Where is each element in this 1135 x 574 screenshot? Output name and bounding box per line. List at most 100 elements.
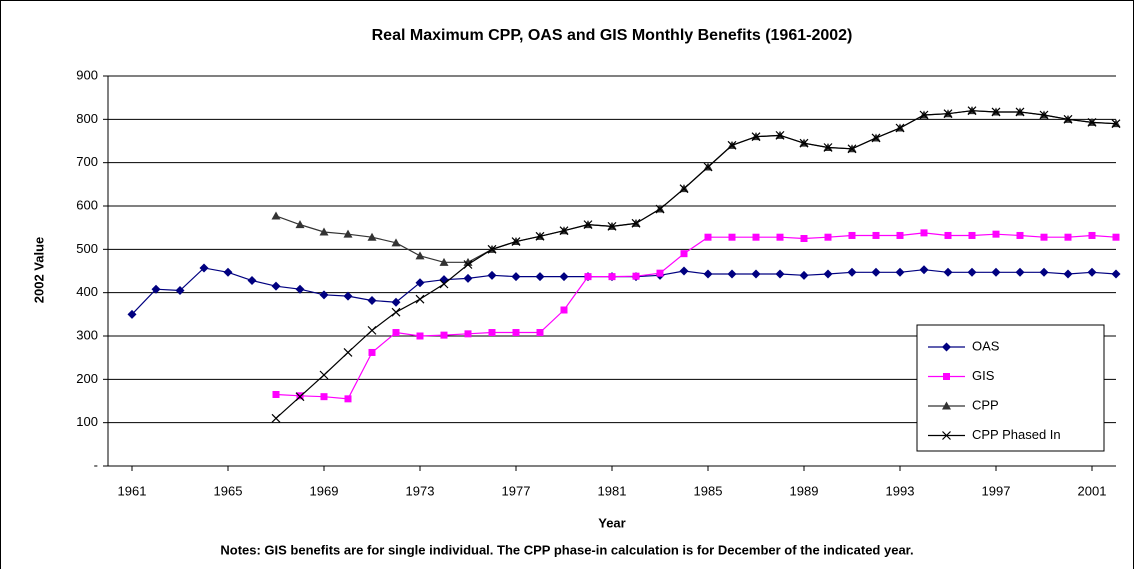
marker bbox=[487, 270, 497, 280]
y-tick-label: 300 bbox=[76, 327, 98, 342]
marker bbox=[991, 107, 1001, 117]
marker bbox=[295, 392, 305, 402]
marker bbox=[943, 267, 953, 277]
marker bbox=[920, 229, 928, 237]
marker bbox=[1015, 107, 1025, 117]
marker bbox=[703, 269, 713, 279]
marker bbox=[943, 109, 953, 119]
marker bbox=[511, 237, 521, 246]
marker bbox=[944, 231, 952, 239]
legend: OAS GIS CPP CPP Phased In bbox=[916, 324, 1105, 452]
marker bbox=[607, 221, 617, 231]
x-tick-label: 1973 bbox=[406, 483, 435, 498]
marker bbox=[464, 330, 472, 338]
y-tick-label: 500 bbox=[76, 241, 98, 256]
marker bbox=[943, 373, 950, 380]
marker bbox=[416, 332, 424, 340]
series-line bbox=[275, 110, 1117, 419]
marker bbox=[343, 348, 353, 357]
marker bbox=[896, 231, 904, 239]
marker bbox=[463, 273, 473, 283]
marker bbox=[775, 269, 785, 279]
marker bbox=[824, 233, 832, 241]
marker bbox=[415, 294, 425, 304]
series-line bbox=[275, 232, 1117, 400]
marker bbox=[775, 130, 785, 140]
marker bbox=[1087, 267, 1097, 277]
marker bbox=[583, 220, 593, 230]
marker bbox=[463, 260, 473, 269]
y-tick-label: 700 bbox=[76, 154, 98, 169]
y-axis-label: 2002 Value bbox=[31, 237, 46, 304]
marker bbox=[679, 266, 689, 276]
x-tick-label: 1981 bbox=[598, 483, 627, 498]
marker bbox=[367, 232, 377, 241]
marker bbox=[199, 263, 209, 273]
marker bbox=[704, 233, 712, 241]
marker bbox=[319, 290, 329, 300]
marker bbox=[391, 238, 401, 247]
marker bbox=[368, 348, 376, 356]
marker bbox=[679, 184, 689, 194]
marker bbox=[415, 251, 425, 260]
y-tick-label: 900 bbox=[76, 67, 98, 82]
marker bbox=[296, 392, 304, 400]
marker bbox=[127, 309, 137, 319]
marker bbox=[367, 295, 377, 305]
marker bbox=[967, 267, 977, 277]
marker bbox=[271, 281, 281, 291]
marker bbox=[392, 329, 400, 337]
marker bbox=[752, 233, 760, 241]
legend-label: CPP Phased In bbox=[972, 427, 1061, 442]
marker bbox=[319, 370, 329, 380]
marker bbox=[776, 233, 784, 241]
y-tick-label: 200 bbox=[76, 371, 98, 386]
marker bbox=[942, 431, 951, 440]
marker bbox=[991, 267, 1001, 277]
marker bbox=[919, 110, 929, 120]
marker bbox=[487, 244, 497, 254]
series bbox=[272, 229, 1120, 403]
marker bbox=[1063, 269, 1073, 279]
x-tick-label: 1997 bbox=[982, 483, 1011, 498]
marker bbox=[223, 267, 233, 277]
y-tick-label: 800 bbox=[76, 111, 98, 126]
marker bbox=[391, 307, 401, 317]
marker bbox=[1063, 114, 1073, 124]
marker bbox=[1111, 269, 1121, 279]
marker bbox=[343, 291, 353, 301]
marker bbox=[751, 269, 761, 279]
marker bbox=[823, 269, 833, 279]
marker bbox=[295, 220, 305, 229]
series bbox=[271, 106, 1121, 423]
marker bbox=[320, 393, 328, 401]
marker bbox=[175, 286, 185, 295]
marker bbox=[823, 143, 833, 152]
marker bbox=[919, 265, 929, 275]
marker bbox=[1087, 117, 1097, 127]
marker bbox=[680, 250, 688, 258]
marker bbox=[1015, 267, 1025, 277]
marker bbox=[535, 231, 545, 241]
y-tick-label: 600 bbox=[76, 197, 98, 212]
marker bbox=[247, 276, 257, 286]
marker bbox=[728, 233, 736, 241]
marker bbox=[608, 273, 616, 281]
marker bbox=[1064, 233, 1072, 241]
marker bbox=[1016, 231, 1024, 239]
marker bbox=[559, 272, 569, 282]
marker bbox=[488, 329, 496, 337]
marker bbox=[871, 133, 881, 143]
marker bbox=[535, 272, 545, 282]
marker bbox=[872, 231, 880, 239]
marker bbox=[343, 229, 353, 238]
marker bbox=[512, 329, 520, 337]
x-tick-label: 1969 bbox=[310, 483, 339, 498]
marker bbox=[319, 227, 329, 236]
x-tick-label: 1965 bbox=[214, 483, 243, 498]
legend-label: CPP bbox=[972, 397, 999, 412]
x-axis-label: Year bbox=[598, 515, 625, 530]
marker bbox=[536, 329, 544, 337]
y-tick-label: - bbox=[94, 457, 98, 472]
